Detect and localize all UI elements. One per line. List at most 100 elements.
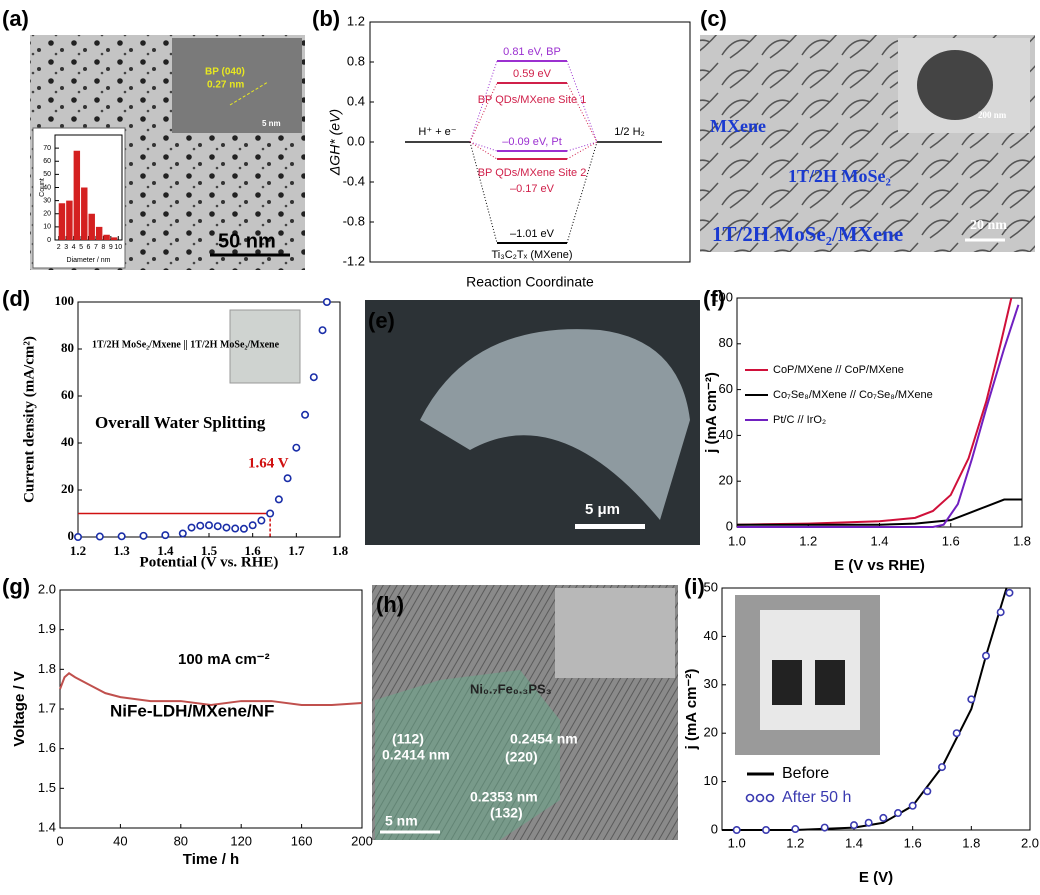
y-tick-label: 0 — [47, 237, 51, 244]
image-label: 0.2353 nm — [470, 789, 538, 805]
image-label: 0.2454 nm — [510, 731, 578, 747]
y-tick-label: 1.5 — [38, 780, 56, 795]
x-tick-label: 120 — [230, 833, 252, 848]
level-label: 0.81 eV, BP — [503, 46, 561, 58]
annotation: BP QDs/MXene Site 2 — [478, 167, 587, 179]
y-tick-label: 0 — [68, 528, 75, 543]
y-tick-label: 1.4 — [38, 819, 56, 834]
y-tick-label: 50 — [704, 579, 718, 594]
y-tick-label: 10 — [43, 224, 51, 231]
data-point — [117, 532, 126, 541]
legend-label: Co₇Se₈/MXene // Co₇Se₈/MXene — [773, 389, 933, 401]
data-point — [283, 474, 292, 483]
level-label: –0.09 eV, Pt — [502, 136, 562, 148]
phase-region — [375, 670, 560, 840]
y-tick-label: -1.2 — [343, 253, 365, 268]
histogram-bar — [58, 203, 66, 240]
x-tick-label: 3 — [64, 244, 68, 251]
hrtem-inset — [172, 38, 302, 133]
connector — [566, 141, 598, 152]
y-tick-label: 80 — [719, 335, 733, 350]
y-tick-label: 2.0 — [38, 581, 56, 596]
y-tick-label: 20 — [704, 725, 718, 740]
image-label: (220) — [505, 749, 538, 765]
data-point — [322, 297, 331, 306]
x-tick-label: 80 — [174, 833, 188, 848]
panel-label: (f) — [703, 286, 725, 311]
y-tick-label: 20 — [43, 211, 51, 218]
electrode — [772, 660, 802, 705]
data-point — [879, 813, 888, 822]
x-tick-label: 9 — [109, 244, 113, 251]
photo-inset — [229, 309, 301, 384]
lattice-marker — [229, 81, 269, 106]
histogram-bar — [103, 234, 110, 240]
x-tick-label: 10 — [114, 244, 122, 251]
x-tick-label: 7 — [94, 244, 98, 251]
electrode — [815, 660, 845, 705]
data-point — [205, 521, 214, 530]
image-label: 20 nm — [970, 218, 1007, 233]
x-tick-label: 40 — [113, 833, 127, 848]
y-tick-label: 100 — [55, 293, 75, 308]
image-label: 0.2414 nm — [382, 747, 450, 763]
image-label: 5 nm — [262, 119, 281, 128]
x-tick-label: 1.6 — [245, 543, 262, 558]
x-axis-label: Diameter / nm — [67, 257, 111, 264]
x-tick-label: 1.8 — [962, 835, 980, 850]
y-tick-label: 1.9 — [38, 621, 56, 636]
annotation: Ti₃C₂Tₓ (MXene) — [491, 249, 572, 261]
histogram-bar — [73, 150, 81, 240]
annotation: Overall Water Splitting — [95, 413, 266, 432]
x-tick-label: 8 — [101, 244, 105, 251]
image-label: 5 nm — [385, 813, 418, 829]
x-tick-label: 1.8 — [1013, 533, 1031, 548]
legend-label: Pt/C // IrO₂ — [773, 414, 826, 426]
annotation: NiFe-LDH/MXene/NF — [110, 701, 274, 720]
x-tick-label: 2 — [57, 244, 61, 251]
data-point — [222, 523, 231, 532]
legend-swatch — [755, 793, 765, 803]
data-point — [292, 443, 301, 452]
legend-label: 1T/2H MoSe₂/Mxene || 1T/2H MoSe₂/Mxene — [92, 339, 280, 350]
connector — [566, 82, 598, 143]
y-tick-label: 20 — [61, 481, 74, 496]
y-tick-label: 10 — [704, 773, 718, 788]
y-tick-label: 50 — [43, 171, 51, 178]
data-point — [893, 809, 902, 818]
annotation: BP QDs/MXene Site 1 — [478, 94, 587, 106]
x-tick-label: 200 — [351, 833, 373, 848]
x-tick-label: 1.4 — [157, 543, 174, 558]
data-point — [967, 695, 976, 704]
x-tick-label: 1.5 — [201, 543, 218, 558]
connector — [469, 82, 498, 143]
histogram-bar — [95, 226, 103, 240]
x-axis-label: E (V) — [859, 869, 893, 886]
y-tick-label: 60 — [61, 387, 74, 402]
data-point — [187, 523, 196, 532]
data-point — [274, 495, 283, 504]
panel-label: (h) — [376, 592, 404, 617]
data-point — [996, 608, 1005, 617]
x-tick-label: 1.0 — [728, 533, 746, 548]
data-point — [981, 651, 990, 660]
x-tick-label: 2.0 — [1021, 835, 1039, 850]
data-point — [849, 821, 858, 830]
connector — [469, 141, 498, 244]
data-point — [74, 532, 83, 541]
x-tick-label: 6 — [87, 244, 91, 251]
histogram-bar — [81, 187, 88, 240]
data-point — [266, 509, 275, 518]
data-point — [95, 532, 104, 541]
image-label: 50 nm — [218, 230, 276, 252]
connector — [469, 141, 498, 152]
y-tick-label: 0.8 — [347, 53, 365, 68]
x-tick-label: 1.6 — [904, 835, 922, 850]
data-line — [737, 304, 1020, 528]
legend-label: CoP/MXene // CoP/MXene — [773, 364, 904, 376]
image-label: 1T/2H MoSe₂ — [788, 166, 891, 186]
y-tick-label: -0.8 — [343, 213, 365, 228]
y-tick-label: 1.2 — [347, 13, 365, 28]
x-tick-label: 1.2 — [70, 543, 86, 558]
